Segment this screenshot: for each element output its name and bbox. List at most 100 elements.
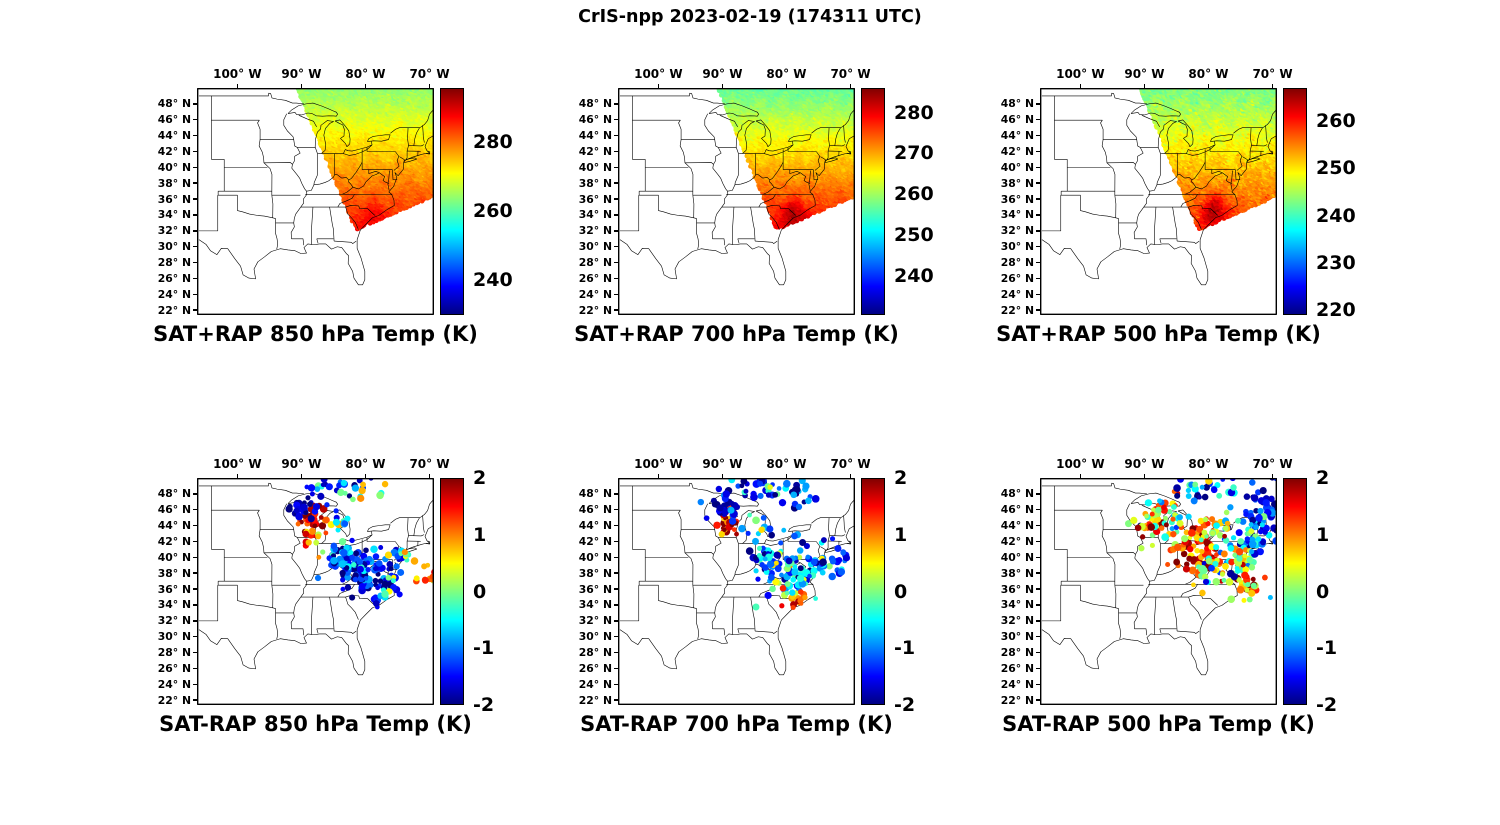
y-tick-mark [614,198,618,200]
y-tick-label: 34° N [157,208,191,222]
y-tick-mark [1036,667,1040,670]
x-tick-label: 80° W [1188,457,1229,471]
y-tick-mark [614,604,618,606]
colorbar-tick-label: 280 [894,101,934,124]
x-tick-label: 70° W [830,457,871,471]
y-tick-mark [614,556,618,559]
y-tick-label: 36° N [1000,192,1034,206]
map-sat-plus-rap-500 [1040,88,1277,315]
panel-title-sat-plus-rap-500: SAT+RAP 500 hPa Temp (K) [996,322,1321,346]
y-tick-label: 38° N [578,176,612,190]
x-tick-label: 90° W [702,67,743,81]
x-tick-label: 80° W [766,67,807,81]
y-tick-mark [614,588,618,590]
y-tick-mark [614,683,618,686]
y-tick-label: 30° N [1000,630,1034,644]
y-tick-label: 42° N [1000,534,1034,548]
colorbar-sat-plus-rap-500 [1283,88,1307,315]
y-tick-mark [1036,198,1040,200]
y-tick-label: 34° N [578,208,612,222]
figure-title: CrIS-npp 2023-02-19 (174311 UTC) [578,7,922,27]
x-tick-mark [1079,84,1082,88]
y-tick-label: 28° N [157,256,191,270]
y-tick-label: 32° N [578,614,612,628]
y-tick-mark [614,540,618,543]
y-tick-mark [1036,540,1040,543]
y-tick-label: 28° N [578,646,612,660]
y-tick-mark [193,182,197,184]
y-tick-mark [193,230,197,232]
y-tick-mark [614,277,618,280]
x-tick-label: 80° W [345,67,386,81]
x-tick-mark [1207,474,1210,478]
y-tick-label: 38° N [157,176,191,190]
x-tick-mark [1143,84,1146,88]
y-tick-mark [193,103,197,105]
y-tick-label: 40° N [1000,550,1034,564]
y-tick-mark [1036,230,1040,232]
y-tick-mark [614,508,618,511]
y-tick-label: 24° N [578,287,612,301]
y-tick-label: 30° N [157,240,191,254]
y-tick-label: 48° N [1000,487,1034,501]
y-tick-label: 44° N [157,129,191,143]
y-tick-mark [614,245,618,248]
y-tick-mark [614,103,618,105]
x-tick-mark [236,84,239,88]
y-tick-mark [1036,699,1040,701]
y-tick-label: 30° N [157,630,191,644]
y-tick-label: 40° N [578,160,612,174]
y-tick-label: 48° N [578,97,612,111]
y-tick-label: 34° N [578,598,612,612]
y-tick-label: 38° N [157,566,191,580]
y-tick-label: 32° N [157,614,191,628]
y-tick-mark [614,635,618,638]
colorbar-tick-label: 240 [894,265,934,288]
y-tick-label: 28° N [157,646,191,660]
y-tick-mark [1036,651,1040,654]
y-tick-mark [193,309,197,311]
y-tick-label: 22° N [157,693,191,707]
y-tick-mark [193,293,197,296]
x-tick-label: 80° W [1188,67,1229,81]
y-tick-label: 42° N [1000,144,1034,158]
y-tick-mark [1036,118,1040,121]
y-tick-label: 48° N [1000,97,1034,111]
colorbar-tick-label: 260 [1316,110,1356,133]
x-tick-label: 100° W [634,457,683,471]
y-tick-mark [614,166,618,169]
colorbar-sat-minus-rap-850 [440,478,464,705]
colorbar-tick-label: 0 [894,580,908,603]
y-tick-label: 32° N [578,224,612,238]
y-tick-label: 26° N [1000,661,1034,675]
y-tick-label: 40° N [578,550,612,564]
x-tick-mark [785,84,788,88]
x-tick-mark [721,84,724,88]
y-tick-label: 30° N [578,240,612,254]
colorbar-tick-label: 0 [473,580,487,603]
colorbar-tick-label: 270 [894,142,934,165]
colorbar-tick-label: -2 [1316,694,1338,716]
y-tick-mark [614,214,618,216]
y-tick-mark [193,556,197,559]
y-tick-label: 22° N [157,303,191,317]
y-tick-mark [1036,508,1040,511]
panel-title-sat-minus-rap-850: SAT-RAP 850 hPa Temp (K) [159,712,472,736]
y-tick-label: 34° N [1000,208,1034,222]
x-tick-mark [428,474,431,478]
y-tick-label: 46° N [578,113,612,127]
x-tick-mark [428,84,431,88]
y-tick-label: 36° N [157,582,191,596]
x-tick-label: 70° W [1252,67,1293,81]
x-tick-mark [721,474,724,478]
y-tick-label: 32° N [157,224,191,238]
x-tick-label: 90° W [1124,67,1165,81]
y-tick-label: 30° N [1000,240,1034,254]
colorbar-tick-label: 1 [894,523,908,546]
x-tick-label: 80° W [766,457,807,471]
y-tick-mark [193,508,197,511]
map-sat-minus-rap-850 [197,478,434,705]
y-tick-label: 40° N [157,160,191,174]
x-tick-mark [1079,474,1082,478]
